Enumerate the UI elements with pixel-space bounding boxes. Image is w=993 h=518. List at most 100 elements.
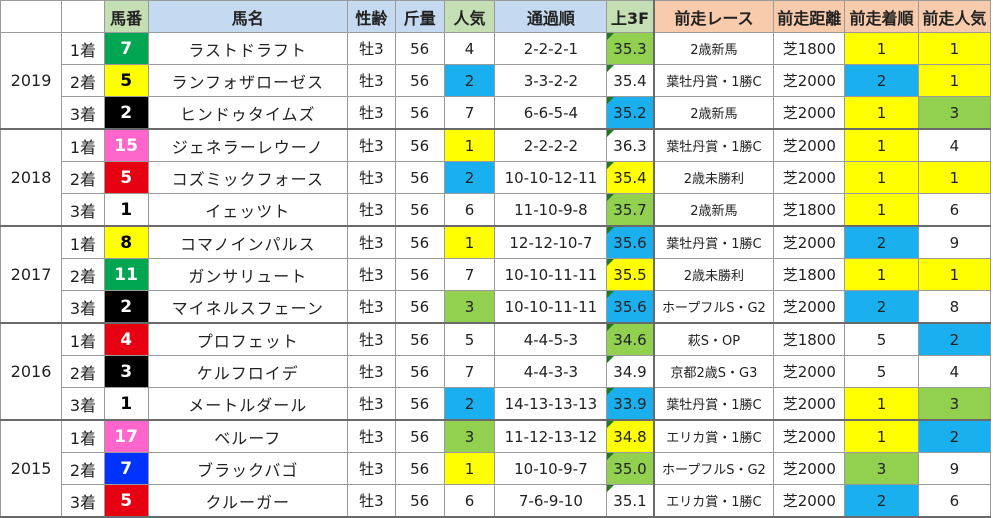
table-row: 3着 1 イェッツト 牡3 56 6 11-10-9-8 35.7 2歳新馬 芝1800 1 6 xyxy=(1,193,992,227)
prev-distance-cell: 芝2000 xyxy=(773,128,846,162)
table-row: 2着 3 ケルフロイデ 牡3 56 7 4-4-3-3 34.9 京都2歳S・G3 芝2000 5 4 xyxy=(1,355,992,388)
horse-number-badge: 7 xyxy=(103,452,149,485)
horse-name-cell: ジェネラーレウーノ xyxy=(147,128,348,162)
sex-age-cell: 牡3 xyxy=(346,322,396,356)
weight-cell: 56 xyxy=(394,128,445,162)
table-row: 2着 7 ブラックバゴ 牡3 56 1 10-10-9-7 35.0 ホープフルS・G2 芝200… xyxy=(1,452,992,485)
passing-order-cell: 10-10-11-11 xyxy=(494,258,608,291)
prev-popularity-cell: 9 xyxy=(917,452,992,485)
prev-finish-cell: 1 xyxy=(844,128,919,162)
header-prev-distance: 前走距離 xyxy=(773,0,846,33)
passing-order-cell: 14-13-13-13 xyxy=(494,387,608,421)
prev-popularity-cell: 2 xyxy=(917,419,992,453)
table-row: 2着 5 ランフォザローゼス 牡3 56 2 3-3-2-2 35.4 葉牡丹賞・1勝C 芝200… xyxy=(1,64,992,97)
sex-age-cell: 牡3 xyxy=(346,96,396,130)
sex-age-cell: 牡3 xyxy=(346,419,396,453)
horse-number-badge: 11 xyxy=(103,258,149,291)
table-row: 2着 5 コズミックフォース 牡3 56 2 10-10-12-11 35.4 2歳未勝利 芝20… xyxy=(1,161,992,194)
table-row: 3着 1 メートルダール 牡3 56 2 14-13-13-13 33.9 葉牡丹賞・1勝C 芝2… xyxy=(1,387,992,421)
sex-age-cell: 牡3 xyxy=(346,484,396,518)
header-prev-finish: 前走着順 xyxy=(844,0,919,33)
finish-rank-cell: 1着 xyxy=(61,128,105,162)
header-sex-age: 性齢 xyxy=(346,0,396,33)
popularity-cell: 3 xyxy=(443,419,496,453)
horse-name-cell: ベルーフ xyxy=(147,419,348,453)
sex-age-cell: 牡3 xyxy=(346,32,396,65)
year-cell: 2016 xyxy=(0,322,63,421)
popularity-cell: 4 xyxy=(443,32,496,65)
prev-popularity-cell: 9 xyxy=(917,225,992,259)
horse-number-badge: 2 xyxy=(103,290,149,324)
table-row: 3着 5 クルーガー 牡3 56 6 7-6-9-10 35.1 エリカ賞・1勝C 芝2000 2 6 xyxy=(1,484,992,518)
horse-number-badge: 3 xyxy=(103,355,149,388)
last-3f-cell: 35.4 xyxy=(606,64,655,97)
prev-race-cell: ホープフルS・G2 xyxy=(652,452,775,485)
prev-race-cell: 2歳新馬 xyxy=(652,32,775,65)
passing-order-cell: 7-6-9-10 xyxy=(494,484,608,518)
prev-finish-cell: 1 xyxy=(844,193,919,227)
prev-distance-cell: 芝2000 xyxy=(773,452,846,485)
sex-age-cell: 牡3 xyxy=(346,193,396,227)
horse-name-cell: ガンサリュート xyxy=(147,258,348,291)
weight-cell: 56 xyxy=(394,161,445,194)
last-3f-cell: 35.1 xyxy=(606,484,655,518)
horse-name-cell: プロフェット xyxy=(147,322,348,356)
finish-rank-cell: 1着 xyxy=(61,322,105,356)
prev-finish-cell: 5 xyxy=(844,322,919,356)
prev-popularity-cell: 6 xyxy=(917,484,992,518)
prev-distance-cell: 芝1800 xyxy=(773,258,846,291)
finish-rank-cell: 1着 xyxy=(61,419,105,453)
prev-race-cell: 2歳新馬 xyxy=(652,193,775,227)
prev-finish-cell: 1 xyxy=(844,161,919,194)
horse-name-cell: コマノインパルス xyxy=(147,225,348,259)
horse-name-cell: メートルダール xyxy=(147,387,348,421)
header-last-3f: 上3F xyxy=(606,0,655,33)
prev-popularity-cell: 1 xyxy=(917,64,992,97)
prev-popularity-cell: 1 xyxy=(917,258,992,291)
prev-popularity-cell: 1 xyxy=(917,32,992,65)
popularity-cell: 5 xyxy=(443,322,496,356)
popularity-cell: 6 xyxy=(443,193,496,227)
popularity-cell: 6 xyxy=(443,484,496,518)
prev-distance-cell: 芝2000 xyxy=(773,161,846,194)
prev-race-cell: 萩S・OP xyxy=(652,322,775,356)
passing-order-cell: 4-4-5-3 xyxy=(494,322,608,356)
passing-order-cell: 11-10-9-8 xyxy=(494,193,608,227)
prev-race-cell: 2歳未勝利 xyxy=(652,161,775,194)
popularity-cell: 1 xyxy=(443,452,496,485)
header-rank xyxy=(61,0,105,33)
finish-rank-cell: 2着 xyxy=(61,161,105,194)
weight-cell: 56 xyxy=(394,484,445,518)
header-row: 馬番 馬名 性齢 斤量 人気 通過順 上3F 前走レース 前走距離 前走着順 前… xyxy=(0,0,992,33)
prev-finish-cell: 3 xyxy=(844,452,919,485)
prev-distance-cell: 芝2000 xyxy=(773,484,846,518)
horse-number-badge: 8 xyxy=(103,225,149,259)
weight-cell: 56 xyxy=(394,419,445,453)
horse-number-badge: 7 xyxy=(103,32,149,65)
prev-race-cell: ホープフルS・G2 xyxy=(652,290,775,324)
horse-name-cell: コズミックフォース xyxy=(147,161,348,194)
header-popularity: 人気 xyxy=(443,0,496,33)
prev-popularity-cell: 3 xyxy=(917,96,992,130)
popularity-cell: 1 xyxy=(443,225,496,259)
prev-distance-cell: 芝2000 xyxy=(773,96,846,130)
sex-age-cell: 牡3 xyxy=(346,161,396,194)
last-3f-cell: 34.6 xyxy=(606,322,655,356)
prev-popularity-cell: 4 xyxy=(917,355,992,388)
prev-finish-cell: 2 xyxy=(844,290,919,324)
weight-cell: 56 xyxy=(394,452,445,485)
sex-age-cell: 牡3 xyxy=(346,387,396,421)
table-row: 3着 2 ヒンドゥタイムズ 牡3 56 7 6-6-5-4 35.2 2歳新馬 芝2000 1 3 xyxy=(1,96,992,130)
prev-distance-cell: 芝1800 xyxy=(773,193,846,227)
table-body: 2019 1着 7 ラストドラフト 牡3 56 4 2-2-2-1 35.3 2歳新馬 芝1800 1… xyxy=(0,32,992,518)
last-3f-cell: 35.0 xyxy=(606,452,655,485)
prev-race-cell: 葉牡丹賞・1勝C xyxy=(652,64,775,97)
prev-distance-cell: 芝2000 xyxy=(773,290,846,324)
prev-race-cell: 2歳新馬 xyxy=(652,96,775,130)
popularity-cell: 7 xyxy=(443,96,496,130)
horse-number-badge: 1 xyxy=(103,193,149,227)
table-row: 2018 1着 15 ジェネラーレウーノ 牡3 56 1 2-2-2-2 36.3 葉牡丹賞・1勝… xyxy=(0,128,992,227)
horse-number-badge: 4 xyxy=(103,322,149,356)
finish-rank-cell: 1着 xyxy=(61,32,105,65)
horse-name-cell: ランフォザローゼス xyxy=(147,64,348,97)
